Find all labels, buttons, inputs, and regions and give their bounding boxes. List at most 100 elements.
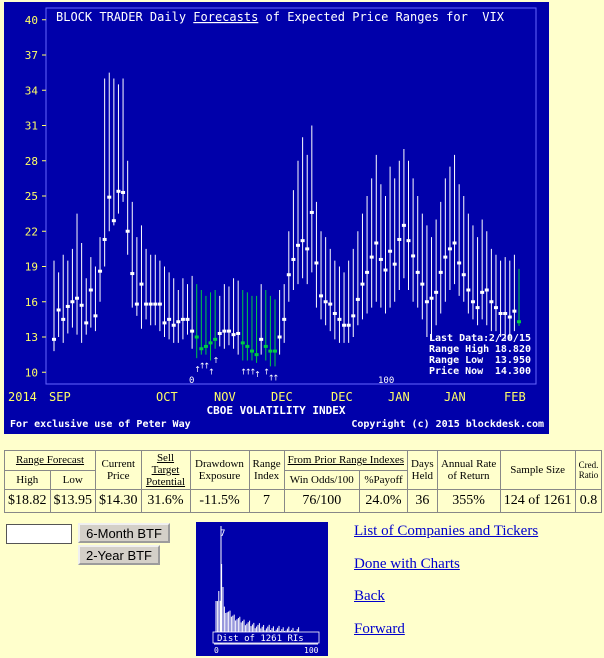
price-marker — [374, 241, 379, 245]
x-axis-label: FEB — [504, 390, 526, 404]
title-part-1: BLOCK TRADER Daily — [56, 10, 193, 24]
chart-title: BLOCK TRADER Daily Forecasts of Expected… — [56, 10, 505, 24]
x-axis-label: OCT — [156, 390, 178, 404]
price-marker — [93, 314, 98, 318]
price-marker — [314, 261, 319, 265]
price-marker — [392, 262, 397, 266]
title-forecasts-link: Forecasts — [193, 10, 258, 24]
y-tick-label: 16 — [25, 296, 38, 309]
marker-hundred: 100 — [378, 376, 394, 386]
price-marker — [79, 303, 84, 307]
two-year-btf-button[interactable]: 2-Year BTF — [78, 545, 160, 565]
y-tick-label: 22 — [25, 225, 38, 238]
price-marker — [231, 333, 236, 337]
price-marker — [148, 302, 153, 306]
done-with-charts-link[interactable]: Done with Charts — [354, 556, 460, 572]
price-marker — [470, 300, 475, 304]
hdr-sample-size: Sample Size — [499, 450, 576, 490]
up-arrow-marker: ↑ — [249, 368, 256, 377]
histogram-bars — [215, 564, 300, 632]
y-tick-label: 31 — [25, 120, 38, 133]
price-marker — [291, 257, 296, 261]
price-marker — [438, 270, 443, 274]
price-marker — [300, 239, 305, 243]
price-marker — [111, 219, 116, 223]
price-marker — [203, 344, 208, 348]
price-marker — [424, 300, 429, 304]
price-marker — [121, 190, 126, 194]
range-bars — [52, 72, 521, 367]
price-marker — [383, 268, 388, 272]
price-marker — [401, 223, 406, 227]
val-sell-target: 31.6% — [140, 489, 191, 513]
ri-distribution-histogram: 7 Dist of 1261 RIs 0 100 — [196, 522, 328, 656]
x-axis-label: JAN — [388, 390, 410, 404]
histogram-axis-end: 100 — [304, 646, 319, 655]
hdr-range-forecast: Range Forecast — [4, 450, 96, 471]
price-marker — [70, 300, 75, 304]
price-marker — [52, 337, 56, 341]
val-low: $13.95 — [49, 489, 96, 513]
y-tick-label: 19 — [25, 261, 38, 274]
y-tick-label: 25 — [25, 190, 38, 203]
price-marker — [466, 288, 471, 292]
price-marker — [337, 317, 342, 321]
price-marker — [98, 269, 103, 273]
price-marker — [493, 306, 498, 310]
price-marker — [480, 290, 485, 294]
back-link[interactable]: Back — [354, 588, 385, 604]
price-marker — [277, 335, 282, 339]
price-marker — [475, 306, 480, 310]
price-marker — [199, 347, 204, 351]
forward-link[interactable]: Forward — [354, 621, 405, 637]
up-arrow-marker: ↑ — [203, 362, 210, 371]
y-tick-label: 37 — [25, 49, 38, 62]
price-marker — [342, 323, 347, 327]
price-marker — [176, 320, 181, 324]
vix-range-chart: BLOCK TRADER Daily Forecasts of Expected… — [4, 2, 549, 434]
val-payoff: 24.0% — [358, 489, 409, 513]
val-annual-return: 355% — [436, 489, 501, 513]
hdr-current-price: Current Price — [95, 450, 142, 490]
six-month-btf-button[interactable]: 6-Month BTF — [78, 523, 170, 543]
price-marker — [56, 308, 61, 312]
price-marker — [125, 229, 130, 233]
price-marker — [190, 329, 195, 333]
histogram-label-box — [212, 631, 320, 644]
price-marker — [61, 317, 66, 321]
up-arrow-marker: ↑ — [272, 373, 279, 382]
up-arrow-marker: ↑ — [254, 370, 261, 379]
price-marker — [217, 331, 222, 335]
up-arrow-marker: ↑ — [245, 368, 252, 377]
hdr-drawdown: Drawdown Exposure — [189, 450, 250, 490]
x-axis-label: DEC — [331, 390, 353, 404]
price-marker — [249, 349, 254, 353]
hdr-win-odds: Win Odds/100 — [283, 469, 360, 490]
y-axis: 10 13 16 19 22 25 28 31 34 37 40 — [25, 14, 46, 379]
price-marker — [144, 302, 149, 306]
price-marker — [296, 243, 301, 247]
price-marker — [434, 290, 439, 294]
up-arrow-marker: ↑ — [208, 368, 215, 377]
price-marker — [88, 288, 93, 292]
price-marker — [116, 189, 121, 193]
val-range-index: 7 — [248, 489, 285, 513]
price-marker — [134, 302, 139, 306]
val-cred-ratio: 0.8 — [574, 489, 603, 513]
stats-subheader-row: High Low Win Odds/100 %Payoff — [4, 469, 602, 490]
x-axis-label: JAN — [444, 390, 466, 404]
price-marker — [254, 353, 259, 357]
list-companies-link[interactable]: List of Companies and Tickers — [354, 523, 539, 539]
hdr-payoff: %Payoff — [358, 469, 409, 490]
price-marker — [512, 309, 517, 313]
hdr-annual-return: Annual Rate of Return — [436, 450, 501, 490]
x-axis: 2014 SEP OCT NOV DEC DEC JAN JAN FEB — [8, 390, 526, 404]
y-tick-label: 10 — [25, 366, 38, 379]
ticker-input[interactable] — [6, 524, 72, 544]
marker-zero: 0 — [189, 376, 194, 386]
val-drawdown: -11.5% — [189, 489, 250, 513]
price-marker — [397, 237, 402, 241]
x-axis-label: SEP — [49, 390, 71, 404]
price-marker — [461, 273, 466, 277]
hdr-high: High — [4, 469, 51, 490]
